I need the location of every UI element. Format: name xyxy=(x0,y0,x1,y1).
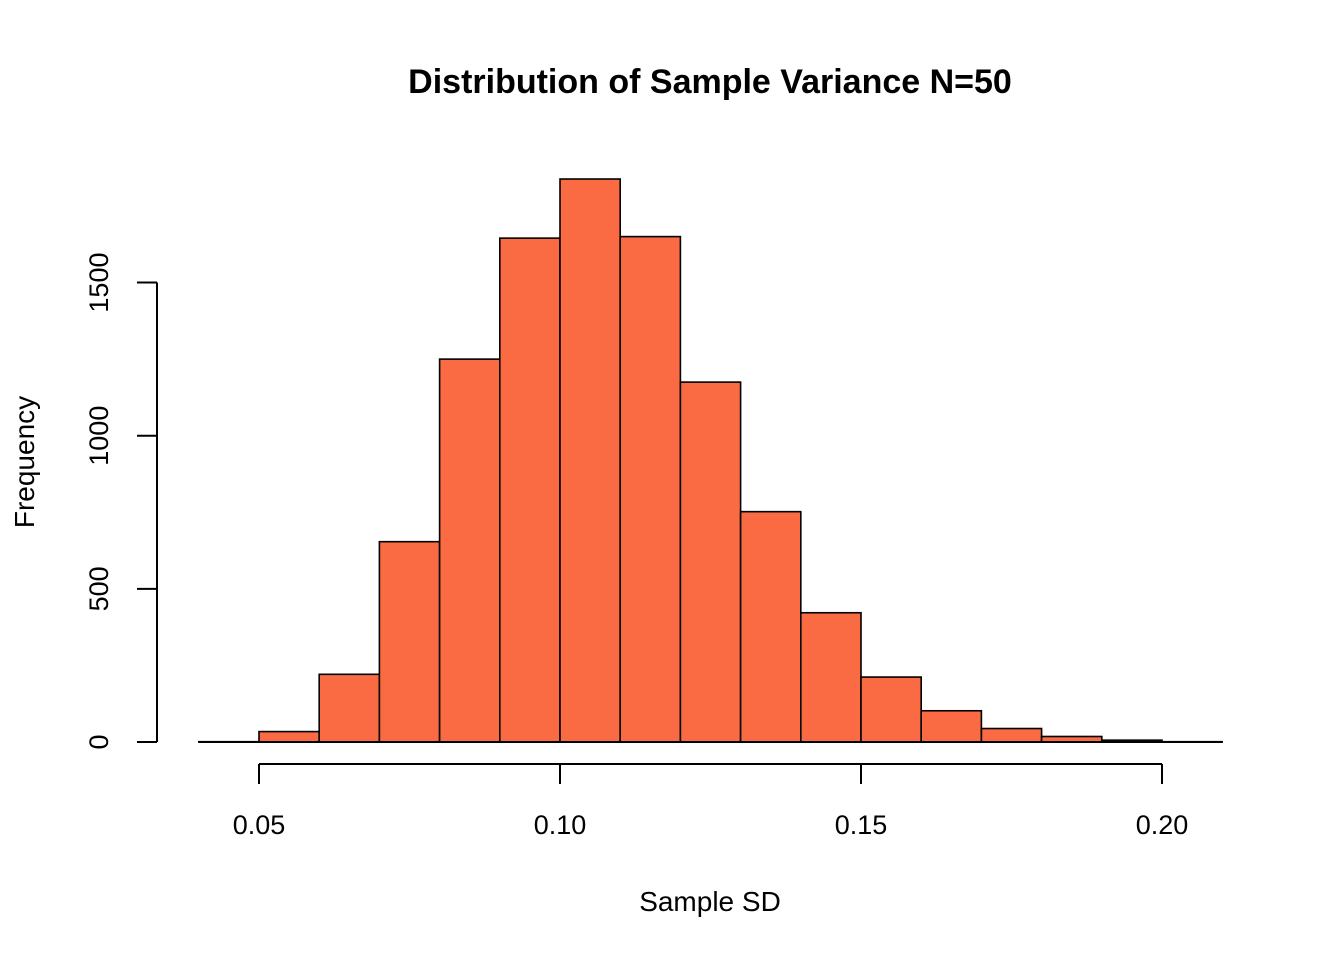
histogram-bar xyxy=(739,510,802,743)
histogram-bar xyxy=(438,358,501,743)
histogram-bar xyxy=(559,178,622,743)
histogram-bar xyxy=(980,727,1043,743)
histogram-bars xyxy=(198,178,1224,743)
x-tick-label: 0.15 xyxy=(835,810,888,840)
chart-title: Distribution of Sample Variance N=50 xyxy=(408,63,1012,101)
histogram-bar xyxy=(498,237,561,743)
histogram-bar xyxy=(318,673,381,743)
x-tick-label: 0.05 xyxy=(233,810,286,840)
histogram-bar xyxy=(679,381,742,743)
histogram-bar xyxy=(920,709,983,743)
histogram-bar xyxy=(860,676,923,743)
y-tick-label: 1000 xyxy=(84,406,114,466)
x-tick-label: 0.20 xyxy=(1136,810,1189,840)
histogram-bar xyxy=(619,235,682,743)
x-axis-label: Sample SD xyxy=(639,886,781,917)
x-tick-label: 0.10 xyxy=(534,810,587,840)
histogram-bar xyxy=(378,540,441,743)
y-axis-label: Frequency xyxy=(9,396,40,528)
x-axis: 0.05 0.10 0.15 0.20 xyxy=(233,763,1189,840)
y-tick-label: 0 xyxy=(84,734,114,749)
y-tick-label: 1500 xyxy=(84,253,114,313)
y-axis: 0 500 1000 1500 xyxy=(84,253,158,750)
y-tick-label: 500 xyxy=(84,566,114,611)
histogram-bar xyxy=(258,730,321,743)
histogram-bar xyxy=(799,611,862,743)
